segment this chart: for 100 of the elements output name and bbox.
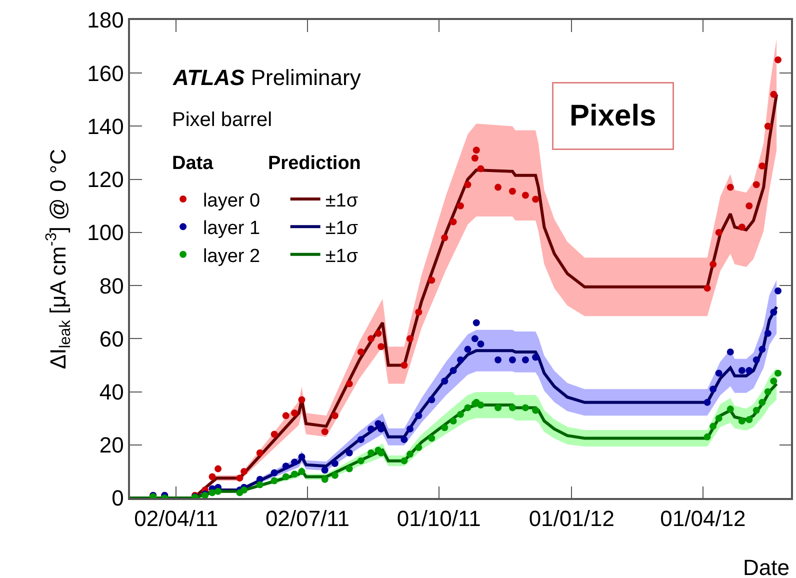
point xyxy=(240,468,248,475)
point xyxy=(331,412,338,420)
point xyxy=(441,234,448,242)
point xyxy=(357,348,364,356)
point xyxy=(746,202,753,210)
x-tick-label: 01/01/12 xyxy=(528,506,614,532)
y-tick-label: 60 xyxy=(99,326,124,352)
point xyxy=(774,287,782,294)
y-tick-label: 160 xyxy=(87,60,124,86)
annotation: Data xyxy=(172,153,214,174)
point xyxy=(374,330,382,337)
x-tick-label: 01/04/12 xyxy=(660,506,746,532)
point xyxy=(770,90,778,98)
point xyxy=(291,410,298,417)
point xyxy=(494,184,502,191)
point xyxy=(208,473,216,480)
point xyxy=(522,356,529,364)
point xyxy=(270,477,278,484)
annotation: Prediction xyxy=(268,153,361,174)
point xyxy=(457,202,464,210)
point xyxy=(472,146,480,154)
point xyxy=(758,346,766,353)
point xyxy=(770,378,778,385)
point xyxy=(240,486,248,494)
point xyxy=(464,404,472,412)
legend-label: ±1σ xyxy=(325,218,358,240)
legend-label: layer 1 xyxy=(203,218,260,240)
y-tick-label: 40 xyxy=(99,379,124,404)
point xyxy=(428,276,436,284)
point xyxy=(291,458,298,466)
legend-label: ±1σ xyxy=(325,190,358,212)
point xyxy=(378,425,385,432)
point xyxy=(746,367,753,374)
y-tick-label: 0 xyxy=(112,486,124,511)
point xyxy=(415,308,422,316)
point xyxy=(346,449,353,456)
point xyxy=(752,181,760,188)
point xyxy=(400,362,408,369)
point xyxy=(494,404,502,412)
point xyxy=(270,430,278,438)
point xyxy=(368,335,375,342)
point xyxy=(758,398,766,406)
point xyxy=(400,436,408,444)
point xyxy=(400,457,408,464)
point xyxy=(346,380,353,388)
point xyxy=(457,356,464,364)
y-tick-label: 140 xyxy=(87,114,124,139)
point xyxy=(752,356,760,364)
point xyxy=(710,422,717,430)
point xyxy=(704,398,711,406)
legend-label: layer 0 xyxy=(203,190,260,212)
point xyxy=(441,378,448,385)
point xyxy=(726,406,734,413)
y-tick-label: 80 xyxy=(99,273,124,298)
x-tick-label: 01/10/11 xyxy=(396,506,481,532)
point xyxy=(450,417,457,424)
x-tick-label: 02/07/11 xyxy=(266,506,350,532)
point xyxy=(532,354,540,361)
point xyxy=(321,476,328,483)
point xyxy=(368,449,375,456)
point xyxy=(368,425,375,432)
point xyxy=(774,370,782,377)
point xyxy=(428,396,436,404)
point xyxy=(214,465,222,472)
point xyxy=(291,470,298,478)
point xyxy=(282,473,290,480)
point xyxy=(357,457,364,464)
annotation: Pixels xyxy=(570,100,656,132)
point xyxy=(214,488,222,495)
point xyxy=(704,284,711,292)
point xyxy=(477,340,484,348)
point xyxy=(406,335,414,342)
point xyxy=(764,388,772,396)
point xyxy=(752,406,760,414)
point xyxy=(374,420,382,428)
point xyxy=(256,481,264,488)
point xyxy=(236,474,244,482)
point xyxy=(477,402,484,409)
legend-label: ±1σ xyxy=(325,246,358,267)
point xyxy=(450,367,457,374)
point xyxy=(508,404,516,412)
point xyxy=(532,196,540,203)
point xyxy=(298,468,306,475)
point xyxy=(415,412,422,420)
point xyxy=(406,450,414,458)
point xyxy=(532,406,540,414)
point xyxy=(508,356,516,364)
y-tick-label: 100 xyxy=(87,220,124,246)
point xyxy=(282,462,290,470)
point xyxy=(726,348,734,356)
point xyxy=(464,346,472,353)
point xyxy=(321,466,328,474)
point xyxy=(774,56,782,64)
point xyxy=(471,154,478,162)
point xyxy=(378,343,385,350)
legend-label: layer 2 xyxy=(203,246,260,267)
point xyxy=(441,424,448,432)
x-axis-title: Date xyxy=(743,555,790,578)
point xyxy=(726,184,734,191)
y-tick-label: 180 xyxy=(87,8,124,33)
